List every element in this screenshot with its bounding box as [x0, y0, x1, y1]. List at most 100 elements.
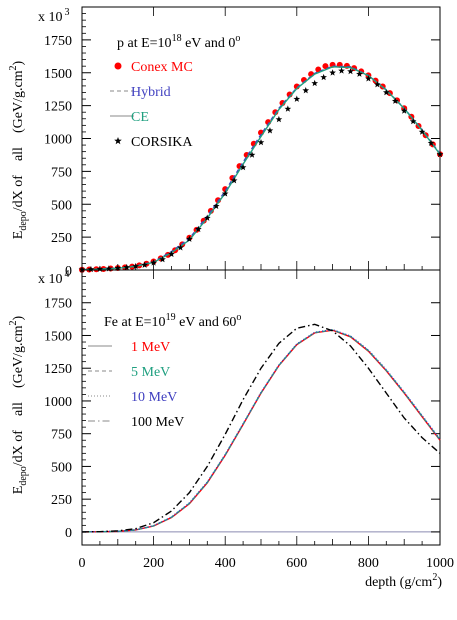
- top-y-axis-label: Edepo/dX of all (GeV/g.cm2): [8, 60, 29, 239]
- data-point-star: [159, 255, 166, 263]
- series-corsika: [78, 67, 444, 273]
- data-point-star: [123, 263, 131, 271]
- legend-marker: [114, 137, 122, 145]
- y-tick-label: 0: [65, 526, 72, 541]
- y-tick-label: 250: [51, 231, 72, 246]
- legend-label: CORSIKA: [131, 135, 193, 150]
- legend-label: CE: [131, 110, 149, 125]
- bottom-axis-ticks: [81, 270, 441, 545]
- y-tick-label: 1250: [44, 362, 72, 377]
- data-point-star: [105, 265, 113, 272]
- data-point-star: [418, 128, 426, 135]
- data-point-star: [195, 225, 202, 233]
- bottom-y-tick-labels: 0 250 500 750 1000 1250 1500 1750: [44, 297, 72, 541]
- series-1-mev: [81, 329, 441, 533]
- y-tick-label: 0: [65, 264, 72, 279]
- bottom-x-tick-labels: 0 200 400 600 800 1000: [79, 556, 455, 571]
- data-point-star: [221, 190, 229, 197]
- data-point-star: [427, 139, 435, 146]
- data-point-star: [96, 265, 104, 272]
- x-tick-label: 0: [79, 556, 86, 571]
- y-tick-label: 1750: [44, 297, 72, 312]
- series-line: [81, 66, 441, 271]
- series-line: [81, 329, 441, 533]
- data-point-star: [212, 202, 220, 210]
- top-annotation: p at E=1018 eV and 0o: [117, 33, 240, 51]
- data-point-star: [320, 73, 327, 81]
- data-point-star: [338, 67, 345, 74]
- series-line: [81, 329, 441, 533]
- data-point-star: [186, 235, 193, 242]
- data-point-star: [382, 88, 390, 96]
- y-tick-label: 1000: [44, 133, 72, 148]
- bottom-legend: 1 MeV 5 MeV 10 MeV 100 MeV: [88, 340, 184, 430]
- data-point-star: [230, 177, 238, 184]
- legend-item: CORSIKA: [114, 135, 193, 150]
- y-tick-label: 1750: [44, 34, 72, 49]
- legend-label: 100 MeV: [131, 415, 184, 430]
- data-point-star: [302, 87, 310, 94]
- data-point-star: [132, 262, 140, 270]
- data-point-star: [275, 115, 283, 123]
- data-point-star: [365, 75, 372, 82]
- top-legend: Conex MC Hybrid CE CORSIKA: [110, 60, 193, 150]
- data-point-star: [374, 81, 381, 88]
- top-panel: x 10 3 0 250 500 750 1000 1250 1500 1750 Edepo/d…: [8, 6, 444, 279]
- legend-label: Hybrid: [131, 85, 171, 100]
- data-point-star: [293, 95, 301, 102]
- data-point-star: [356, 70, 363, 77]
- legend-item: CE: [110, 110, 149, 125]
- data-point-star: [284, 105, 292, 112]
- legend-item: 100 MeV: [88, 415, 184, 430]
- legend-item: Hybrid: [110, 85, 171, 100]
- series-10-mev: [81, 328, 441, 533]
- data-point-star: [168, 250, 175, 258]
- data-point-star: [257, 138, 265, 146]
- x-tick-label: 800: [358, 556, 379, 571]
- series-ce: [81, 66, 441, 271]
- legend-label: 1 MeV: [131, 340, 170, 355]
- bottom-series-group: [81, 323, 441, 533]
- data-point-star: [177, 244, 184, 251]
- data-point-star: [409, 117, 417, 125]
- series-line: [81, 323, 441, 533]
- y-tick-label: 1500: [44, 67, 72, 82]
- y-tick-label: 750: [51, 428, 72, 443]
- data-point-star: [203, 214, 211, 221]
- data-point-star: [78, 266, 86, 273]
- y-tick-label: 750: [51, 165, 72, 180]
- bottom-x-axis-label: depth (g/cm2): [365, 572, 442, 590]
- y-tick-label: 1500: [44, 329, 72, 344]
- data-point-star: [329, 69, 336, 76]
- data-point-star: [266, 127, 274, 134]
- data-point-star: [400, 107, 408, 114]
- top-y-tick-labels: 0 250 500 750 1000 1250 1500 1750: [44, 34, 72, 279]
- legend-item: 1 MeV: [88, 340, 170, 355]
- y-tick-label: 250: [51, 493, 72, 508]
- legend-item: 5 MeV: [88, 365, 170, 380]
- x-tick-label: 1000: [426, 556, 454, 571]
- data-point: [315, 66, 322, 73]
- series-5-mev: [81, 329, 441, 533]
- data-point-star: [347, 67, 354, 75]
- legend-marker: [114, 62, 122, 70]
- legend-item: Conex MC: [114, 60, 193, 75]
- y-tick-label: 1000: [44, 395, 72, 410]
- data-point-star: [114, 264, 122, 271]
- data-point-star: [141, 261, 148, 268]
- x-tick-label: 400: [215, 556, 236, 571]
- bottom-plot-frame: [81, 269, 441, 546]
- bottom-y-axis-label: Edepo/dX of all (GeV/g.cm2): [8, 315, 29, 494]
- data-point-star: [311, 79, 319, 87]
- data-point-star: [248, 151, 256, 158]
- data-point: [322, 63, 329, 70]
- y-tick-label: 1250: [44, 100, 72, 115]
- data-point-star: [87, 265, 95, 273]
- legend-label: 10 MeV: [131, 390, 177, 405]
- top-exponent-label: x 10 3: [38, 7, 70, 25]
- top-series-group: [78, 61, 444, 273]
- legend-label: Conex MC: [131, 60, 193, 75]
- legend-item: 10 MeV: [88, 390, 177, 405]
- data-point-star: [391, 97, 399, 104]
